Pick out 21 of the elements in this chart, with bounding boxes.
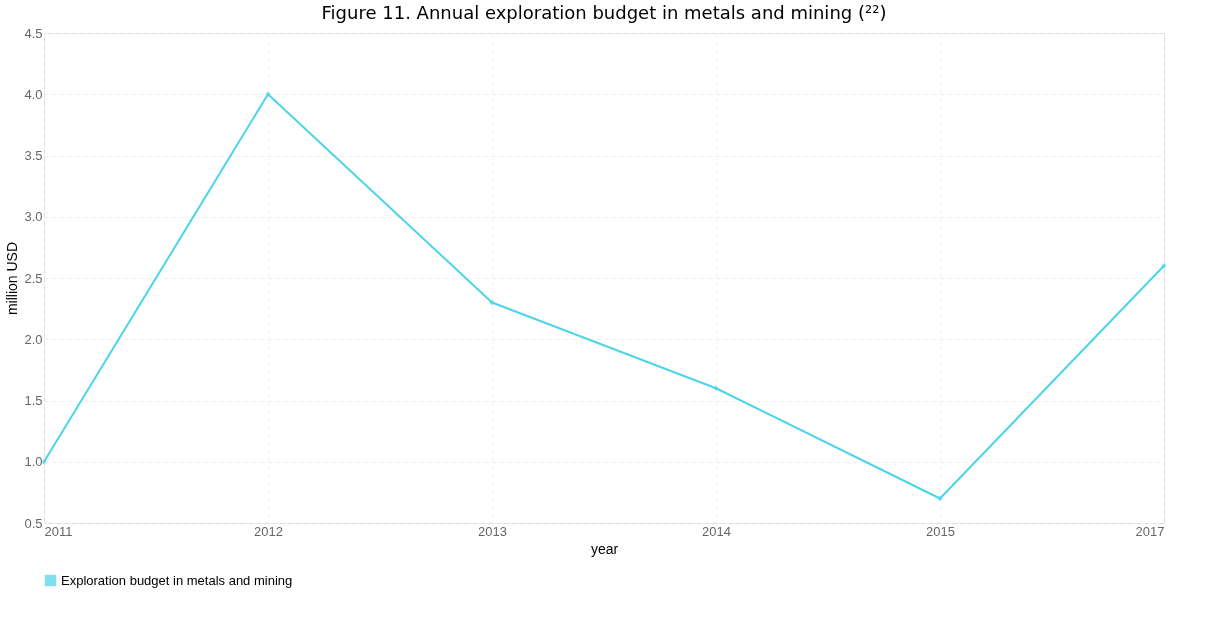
- x-axis-title: year: [590, 540, 619, 557]
- legend-label: Exploration budget in metals and mining: [61, 572, 293, 588]
- point: [489, 299, 495, 306]
- x-tick-label: 2011: [44, 523, 73, 539]
- y-tick-label: 1.5: [24, 393, 43, 408]
- y-tick-label: 3.5: [24, 148, 43, 163]
- y-tick-label: 2.5: [24, 270, 43, 286]
- x-tick-label: 2012: [254, 523, 283, 539]
- chart-title: Figure 11. Annual exploration budget in metals and mining (²²): [321, 2, 887, 23]
- x-tick-label: 2013: [478, 523, 507, 539]
- y-tick-label: 1.0: [24, 454, 43, 470]
- x-tick-label: 2014: [702, 523, 731, 539]
- y-tick-label: 3.0: [24, 209, 43, 225]
- x-tick-label: 2017: [1135, 523, 1165, 539]
- y-tick-label: 4.5: [24, 25, 43, 41]
- y-tick-label: 0.5: [24, 515, 43, 531]
- x-tick-label: 2015: [926, 523, 955, 539]
- point: [937, 495, 943, 502]
- y-tick-label: 4.0: [24, 86, 43, 102]
- y-tick-label: 2.0: [24, 331, 43, 347]
- y-axis-title: million USD: [4, 241, 21, 316]
